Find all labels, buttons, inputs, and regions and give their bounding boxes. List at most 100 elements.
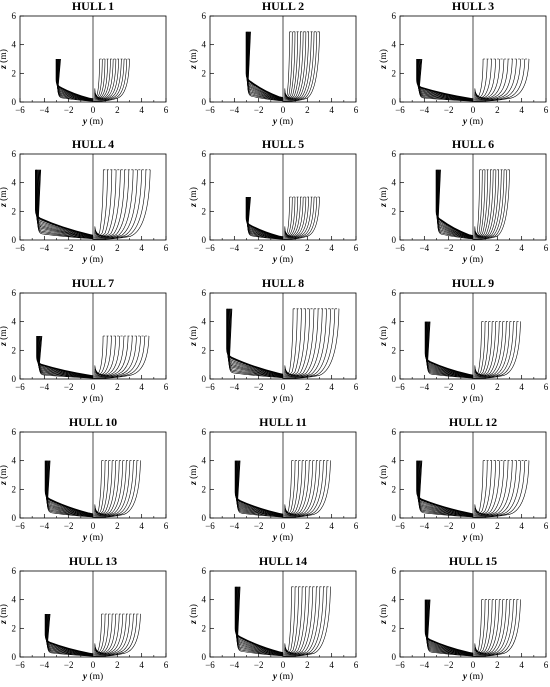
hull-sections <box>234 460 331 518</box>
x-tick-label: −6 <box>395 382 405 392</box>
y-tick-label: 2 <box>12 484 17 494</box>
x-tick-label: −6 <box>395 243 405 253</box>
y-tick-label: 6 <box>12 288 17 298</box>
fore-section-curve <box>474 169 480 236</box>
x-tick-label: 2 <box>305 660 310 670</box>
hull-sections <box>234 586 331 657</box>
x-tick-label: −2 <box>64 382 74 392</box>
x-tick-label: −6 <box>205 243 215 253</box>
x-tick-label: −4 <box>230 105 240 115</box>
panel-title: HULL 1 <box>72 0 114 13</box>
fore-section-curve <box>93 58 128 101</box>
x-axis-label: y (m) <box>272 671 293 682</box>
hull-panel: HULL 15 −6 −4 −2 0 2 4 6 0 2 4 6 y (m) z (m) <box>378 554 549 682</box>
fore-section-curve <box>473 169 502 238</box>
aft-section-curve <box>418 58 474 102</box>
x-tick-label: 4 <box>519 660 524 670</box>
fore-section-curve <box>473 599 518 656</box>
y-tick-label: 4 <box>12 317 17 327</box>
fore-section-curve <box>94 460 102 514</box>
aft-section-curve <box>247 31 284 101</box>
fore-section-curve <box>93 58 119 100</box>
aft-section-curve <box>246 31 284 99</box>
fore-section-curve <box>284 586 303 654</box>
x-tick-label: 0 <box>471 521 476 531</box>
hull-panel: HULL 1 −6 −4 −2 0 2 4 6 0 2 4 6 y (m) z (m) <box>0 0 169 127</box>
y-tick-label: 0 <box>392 374 397 384</box>
x-tick-label: 0 <box>471 105 476 115</box>
hull-sections <box>35 169 151 240</box>
x-tick-label: 4 <box>329 105 334 115</box>
fore-section-curve <box>474 599 493 654</box>
hull-panel: HULL 5 −6 −4 −2 0 2 4 6 0 2 4 6 y (m) z (m) <box>188 137 359 265</box>
x-tick-label: 0 <box>471 382 476 392</box>
y-tick-label: 2 <box>392 206 397 216</box>
x-tick-label: 6 <box>544 243 549 253</box>
fore-section-curve <box>283 460 314 516</box>
fore-section-curve <box>473 169 505 239</box>
x-tick-label: 6 <box>544 660 549 670</box>
fore-section-curve <box>473 58 526 101</box>
x-tick-label: 4 <box>519 243 524 253</box>
fore-section-curve <box>93 460 124 516</box>
hull-panel: HULL 11 −6 −4 −2 0 2 4 6 0 2 4 6 y (m) z (m) <box>188 415 359 543</box>
fore-section-curve <box>283 308 340 379</box>
x-tick-label: 0 <box>471 243 476 253</box>
panel-title: HULL 10 <box>69 415 117 429</box>
fore-section-curve <box>283 196 320 240</box>
fore-section-curve <box>93 335 146 378</box>
fore-section-curve <box>474 599 482 653</box>
y-axis-label: z (m) <box>0 49 9 70</box>
fore-section-curve <box>283 31 309 100</box>
y-axis-label: z (m) <box>378 604 389 625</box>
x-tick-label: −2 <box>254 660 264 670</box>
x-tick-label: 0 <box>281 521 286 531</box>
fore-section-curve <box>284 308 306 376</box>
x-tick-label: −6 <box>395 660 405 670</box>
fore-section-curve <box>284 460 303 515</box>
x-tick-label: −6 <box>205 105 215 115</box>
fore-section-curve <box>473 599 504 655</box>
fore-section-curve <box>284 196 293 236</box>
fore-section-curve <box>93 613 134 656</box>
fore-section-curve <box>284 460 292 514</box>
y-tick-label: 6 <box>12 149 17 159</box>
y-axis-label: z (m) <box>378 326 389 347</box>
y-tick-label: 6 <box>12 427 17 437</box>
fore-section-curve <box>474 599 486 653</box>
x-tick-label: 0 <box>91 105 96 115</box>
fore-section-curve <box>94 335 129 377</box>
aft-section-curve <box>424 599 474 655</box>
hull-panel: HULL 7 −6 −4 −2 0 2 4 6 0 2 4 6 y (m) z (m) <box>0 276 169 404</box>
panel-title: HULL 6 <box>452 137 494 151</box>
aft-section-curve <box>237 586 284 657</box>
fore-section-curve <box>283 31 315 101</box>
y-axis-label: z (m) <box>0 326 9 347</box>
fore-section-curve <box>474 321 500 376</box>
fore-section-curve <box>474 460 505 515</box>
fore-section-curve <box>283 460 324 517</box>
panel-title: HULL 12 <box>449 415 497 429</box>
hull-panel: HULL 4 −6 −4 −2 0 2 4 6 0 2 4 6 y (m) z (m) <box>0 137 169 265</box>
x-tick-label: 4 <box>329 660 334 670</box>
fore-section-curve <box>93 58 122 100</box>
y-tick-label: 0 <box>202 513 207 523</box>
aft-section-curve <box>247 196 284 240</box>
x-axis-label: y (m) <box>462 671 483 682</box>
x-tick-label: 4 <box>519 105 524 115</box>
fore-section-curve <box>283 586 314 655</box>
x-tick-label: 2 <box>115 243 120 253</box>
panel-title: HULL 4 <box>72 137 114 151</box>
fore-section-curve <box>94 58 114 99</box>
aft-section-curve <box>436 169 474 237</box>
x-tick-label: −2 <box>444 521 454 531</box>
fore-section-curve <box>473 599 514 656</box>
fore-section-curve <box>94 58 100 98</box>
y-tick-label: 2 <box>392 484 397 494</box>
x-tick-label: 2 <box>495 105 500 115</box>
x-tick-label: 6 <box>164 243 169 253</box>
x-axis-label: y (m) <box>82 532 103 543</box>
aft-section-curve <box>35 169 94 237</box>
aft-section-curve <box>57 58 94 102</box>
y-tick-label: 4 <box>12 595 17 605</box>
